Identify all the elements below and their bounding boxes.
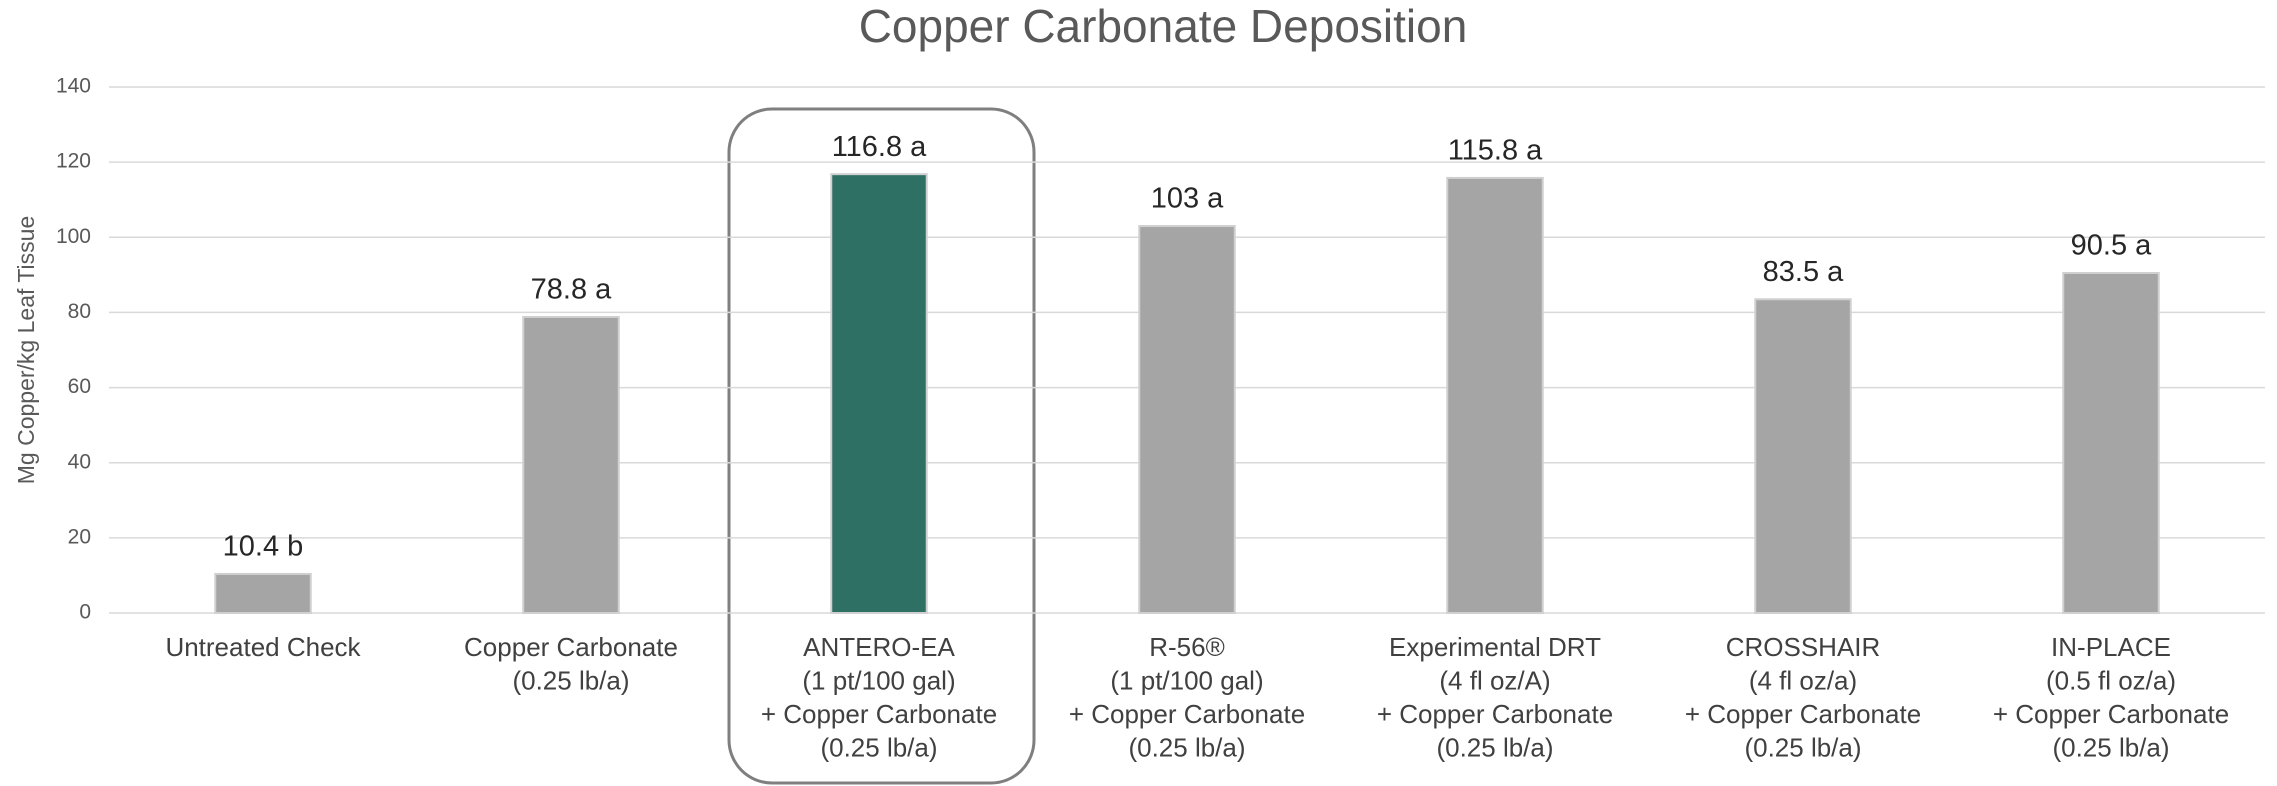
chart-title: Copper Carbonate Deposition (859, 0, 1468, 52)
y-tick-label: 20 (68, 525, 91, 548)
bar (1446, 176, 1544, 614)
x-tick-label: R-56® (1149, 632, 1225, 662)
bar (1138, 225, 1236, 614)
x-tick-label: (4 fl oz/A) (1439, 665, 1550, 695)
x-tick-label: Untreated Check (165, 632, 361, 662)
data-label: 83.5 a (1763, 256, 1844, 288)
x-tick-label: (1 pt/100 gal) (1110, 665, 1263, 695)
x-tick-label: (1 pt/100 gal) (802, 665, 955, 695)
y-tick-label: 140 (56, 75, 91, 98)
x-tick-label: Copper Carbonate (464, 632, 678, 662)
y-tick-label: 40 (68, 450, 91, 473)
bar (2062, 271, 2160, 614)
x-tick-label: + Copper Carbonate (1685, 699, 1921, 729)
x-tick-label: + Copper Carbonate (1377, 699, 1613, 729)
bar (522, 315, 620, 614)
highlight-box (727, 107, 1036, 785)
y-tick-label: 0 (79, 601, 91, 624)
y-tick-label: 120 (56, 150, 91, 173)
x-tick-label: (0.25 lb/a) (1744, 732, 1861, 762)
data-label: 78.8 a (531, 274, 612, 306)
x-tick-label: (0.25 lb/a) (2052, 732, 2169, 762)
bar (1754, 298, 1852, 614)
y-tick-label: 80 (68, 300, 91, 323)
data-label: 115.8 a (1448, 135, 1543, 167)
x-tick-label: (0.25 lb/a) (512, 665, 629, 695)
x-tick-label: (0.25 lb/a) (820, 732, 937, 762)
bar (830, 173, 928, 614)
x-tick-label: Experimental DRT (1389, 632, 1601, 662)
x-tick-label: (0.5 fl oz/a) (2046, 665, 2176, 695)
x-tick-label: + Copper Carbonate (761, 699, 997, 729)
data-label: 116.8 a (832, 131, 927, 163)
y-tick-label: 60 (68, 375, 91, 398)
x-tick-label: (0.25 lb/a) (1436, 732, 1553, 762)
bar (214, 572, 312, 615)
data-label: 103 a (1151, 183, 1224, 215)
x-tick-label: + Copper Carbonate (1069, 699, 1305, 729)
y-tick-label: 100 (56, 225, 91, 248)
x-tick-label: + Copper Carbonate (1993, 699, 2229, 729)
data-label: 90.5 a (2071, 230, 2152, 262)
data-label: 10.4 b (223, 531, 304, 563)
x-tick-label: (0.25 lb/a) (1128, 732, 1245, 762)
x-tick-label: (4 fl oz/a) (1749, 665, 1857, 695)
y-axis-title: Mg Copper/kg Leaf Tissue (13, 216, 39, 484)
x-tick-label: ANTERO-EA (803, 632, 955, 662)
x-tick-label: CROSSHAIR (1726, 632, 1881, 662)
x-tick-label: IN-PLACE (2051, 632, 2171, 662)
